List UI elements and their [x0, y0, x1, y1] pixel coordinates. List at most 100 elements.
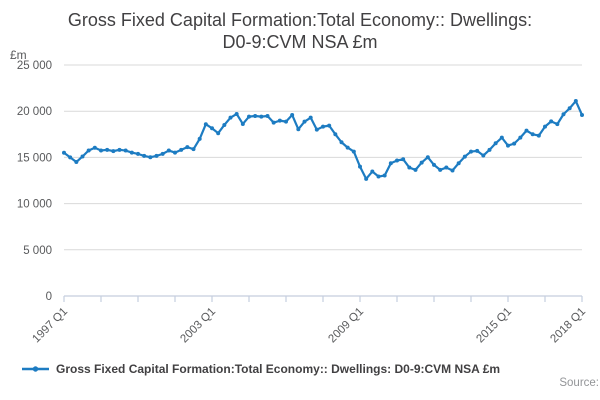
data-point-marker[interactable] — [419, 160, 424, 165]
data-point-marker[interactable] — [395, 158, 399, 163]
chart-title-line-1: Gross Fixed Capital Formation:Total Econ… — [67, 10, 533, 30]
data-point-marker[interactable] — [456, 161, 461, 166]
data-point-marker[interactable] — [179, 147, 184, 152]
data-point-marker[interactable] — [370, 169, 375, 174]
data-point-marker[interactable] — [339, 140, 344, 145]
data-point-marker[interactable] — [351, 149, 356, 154]
data-point-marker[interactable] — [148, 155, 153, 160]
series-line[interactable] — [62, 99, 584, 180]
data-point-marker[interactable] — [216, 131, 221, 136]
y-tick-label: 0 — [46, 291, 52, 303]
data-point-marker[interactable] — [191, 147, 196, 152]
data-point-marker[interactable] — [487, 147, 492, 152]
data-point-marker[interactable] — [185, 145, 190, 150]
data-point-marker[interactable] — [561, 112, 566, 117]
data-point-marker[interactable] — [481, 153, 486, 158]
data-point-marker[interactable] — [136, 151, 140, 156]
data-point-marker[interactable] — [345, 145, 350, 150]
data-point-marker[interactable] — [222, 122, 227, 127]
source-label: Source: — [559, 377, 599, 389]
data-point-marker[interactable] — [290, 112, 295, 117]
data-point-marker[interactable] — [555, 122, 560, 127]
data-point-marker[interactable] — [105, 147, 110, 152]
data-point-marker[interactable] — [413, 167, 418, 172]
data-point-marker[interactable] — [358, 164, 362, 169]
data-point-marker[interactable] — [573, 99, 578, 104]
data-point-marker[interactable] — [327, 123, 332, 128]
data-point-marker[interactable] — [74, 160, 79, 165]
data-point-marker[interactable] — [129, 150, 134, 155]
x-tick-label: 1997 Q1 — [30, 306, 70, 346]
data-point-marker[interactable] — [432, 162, 436, 167]
data-point-marker[interactable] — [308, 115, 313, 120]
data-point-marker[interactable] — [580, 112, 584, 117]
data-point-marker[interactable] — [154, 153, 159, 158]
data-point-marker[interactable] — [117, 147, 122, 152]
data-point-marker[interactable] — [210, 126, 214, 131]
x-tick-label: 2015 Q1 — [474, 306, 514, 346]
data-point-marker[interactable] — [160, 151, 165, 156]
data-point-marker[interactable] — [512, 141, 517, 146]
data-point-marker[interactable] — [62, 150, 66, 155]
data-point-marker[interactable] — [462, 154, 467, 159]
data-point-marker[interactable] — [92, 145, 97, 150]
data-point-marker[interactable] — [111, 149, 116, 154]
data-point-marker[interactable] — [314, 127, 319, 132]
x-tick-label: 2018 Q1 — [548, 306, 588, 346]
data-point-marker[interactable] — [123, 148, 128, 153]
data-point-marker[interactable] — [247, 114, 251, 119]
y-gridlines — [64, 64, 582, 251]
data-point-marker[interactable] — [469, 149, 473, 154]
data-point-marker[interactable] — [173, 150, 177, 155]
data-point-marker[interactable] — [296, 127, 301, 132]
data-point-marker[interactable] — [506, 143, 510, 148]
data-point-marker[interactable] — [259, 114, 264, 119]
data-point-marker[interactable] — [524, 128, 529, 133]
data-point-marker[interactable] — [80, 154, 85, 159]
data-point-marker[interactable] — [388, 161, 393, 166]
data-point-marker[interactable] — [549, 119, 554, 124]
data-point-marker[interactable] — [68, 155, 73, 160]
data-point-marker[interactable] — [253, 114, 258, 118]
data-point-marker[interactable] — [284, 119, 288, 124]
data-point-marker[interactable] — [475, 148, 480, 153]
data-point-marker[interactable] — [444, 165, 449, 170]
data-point-marker[interactable] — [401, 157, 406, 162]
data-point-marker[interactable] — [425, 155, 430, 160]
data-point-marker[interactable] — [197, 136, 202, 141]
data-point-marker[interactable] — [166, 148, 171, 153]
data-point-marker[interactable] — [99, 148, 103, 153]
legend-label: Gross Fixed Capital Formation:Total Econ… — [56, 362, 501, 376]
x-axis — [63, 295, 583, 302]
x-tick-label: 2009 Q1 — [326, 306, 366, 346]
data-point-marker[interactable] — [543, 124, 547, 129]
data-point-marker[interactable] — [277, 118, 282, 123]
data-point-marker[interactable] — [530, 132, 535, 137]
data-point-marker[interactable] — [450, 168, 455, 173]
y-tick-label: 25 000 — [17, 60, 52, 72]
data-point-marker[interactable] — [493, 141, 498, 146]
data-point-marker[interactable] — [407, 165, 412, 170]
data-point-marker[interactable] — [567, 106, 572, 111]
data-point-marker[interactable] — [438, 167, 443, 172]
data-point-marker[interactable] — [382, 173, 387, 178]
data-point-marker[interactable] — [518, 135, 523, 140]
data-point-marker[interactable] — [228, 115, 233, 120]
data-point-marker[interactable] — [86, 148, 91, 153]
data-point-marker[interactable] — [240, 121, 245, 126]
data-point-marker[interactable] — [302, 119, 307, 124]
legend-item[interactable]: Gross Fixed Capital Formation:Total Econ… — [22, 362, 500, 376]
data-point-marker[interactable] — [271, 120, 276, 125]
series-markers[interactable] — [62, 99, 584, 181]
data-point-marker[interactable] — [364, 176, 369, 181]
data-point-marker[interactable] — [265, 114, 270, 118]
data-point-marker[interactable] — [536, 133, 541, 138]
data-point-marker[interactable] — [234, 111, 239, 116]
data-point-marker[interactable] — [333, 132, 338, 137]
legend-line-marker-icon — [22, 366, 49, 372]
data-point-marker[interactable] — [321, 124, 325, 129]
data-point-marker[interactable] — [203, 122, 208, 127]
data-point-marker[interactable] — [376, 174, 381, 179]
data-point-marker[interactable] — [499, 135, 504, 140]
data-point-marker[interactable] — [142, 153, 147, 158]
